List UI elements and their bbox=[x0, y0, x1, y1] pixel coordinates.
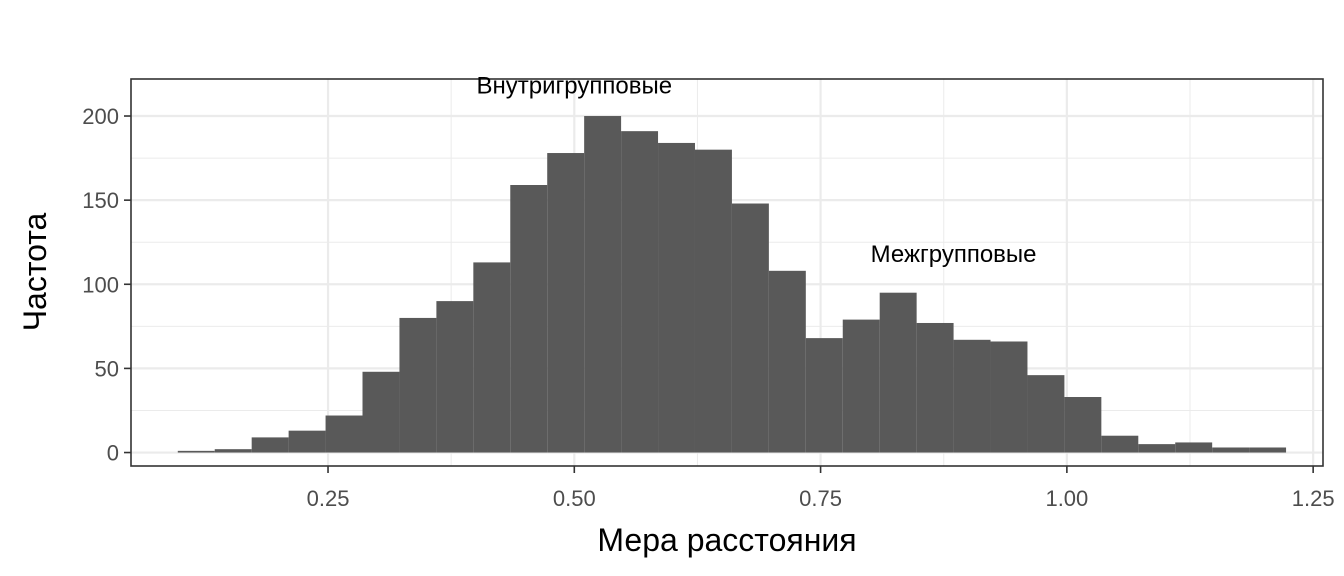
histogram-bar bbox=[1027, 375, 1065, 453]
histogram-bar bbox=[399, 317, 437, 453]
histogram-bar bbox=[325, 415, 363, 453]
x-axis-title: Мера расстояния bbox=[597, 522, 856, 558]
x-tick-label: 0.75 bbox=[799, 486, 842, 511]
histogram-bar bbox=[547, 153, 585, 453]
histogram-bar bbox=[214, 449, 252, 453]
y-tick-label: 0 bbox=[107, 441, 119, 466]
histogram-bar bbox=[990, 341, 1028, 453]
histogram-bar bbox=[473, 262, 511, 453]
histogram-bar bbox=[1138, 444, 1176, 453]
histogram-bar bbox=[1212, 447, 1250, 453]
histogram-bar bbox=[177, 450, 215, 453]
histogram-bar bbox=[694, 149, 732, 453]
histogram-bar bbox=[842, 319, 880, 453]
annotation-label: Внутригрупповые bbox=[477, 73, 673, 100]
histogram-bar bbox=[288, 430, 326, 453]
chart-annotations: Внутригрупповые Межгрупповые bbox=[477, 73, 1037, 268]
histogram-bar bbox=[436, 301, 474, 453]
histogram-bar bbox=[1101, 435, 1139, 453]
y-axis-title: Частота bbox=[17, 212, 53, 331]
histogram-bar bbox=[1175, 442, 1213, 453]
x-tick-label: 0.25 bbox=[307, 486, 350, 511]
histogram-bars bbox=[177, 116, 1287, 453]
y-axis-ticks: 0 50 100 150 200 bbox=[82, 104, 131, 466]
histogram-bar bbox=[251, 437, 289, 453]
x-tick-label: 1.00 bbox=[1045, 486, 1088, 511]
y-tick-label: 200 bbox=[82, 104, 119, 129]
histogram-bar bbox=[584, 116, 622, 453]
histogram-bar bbox=[953, 339, 991, 453]
histogram-bar bbox=[1249, 447, 1287, 453]
histogram-bar bbox=[1064, 397, 1102, 453]
x-tick-label: 0.50 bbox=[553, 486, 596, 511]
histogram-bar bbox=[510, 185, 548, 453]
histogram-bar bbox=[362, 371, 400, 453]
histogram-bar bbox=[879, 292, 917, 453]
x-axis-ticks: 0.25 0.50 0.75 1.00 1.25 bbox=[307, 466, 1335, 511]
histogram-bar bbox=[658, 142, 695, 453]
y-tick-label: 100 bbox=[82, 272, 119, 297]
annotation-label: Межгрупповые bbox=[871, 241, 1037, 268]
x-tick-label: 1.25 bbox=[1292, 486, 1335, 511]
y-tick-label: 50 bbox=[95, 356, 119, 381]
y-tick-label: 150 bbox=[82, 188, 119, 213]
panel-border bbox=[130, 78, 1324, 467]
histogram-bar bbox=[621, 131, 659, 453]
histogram-bar bbox=[805, 338, 843, 453]
histogram-bar bbox=[731, 203, 769, 453]
histogram-bar bbox=[768, 270, 806, 453]
histogram-bar bbox=[916, 322, 954, 453]
